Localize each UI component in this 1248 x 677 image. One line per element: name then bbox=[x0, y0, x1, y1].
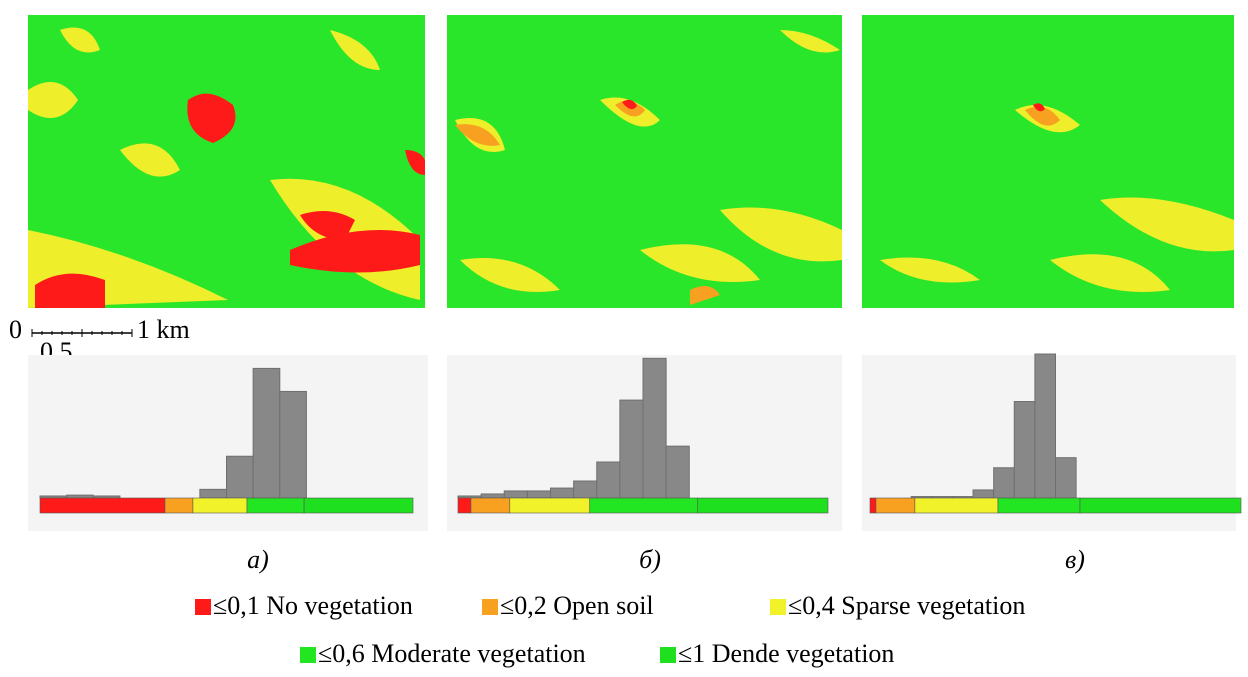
histogram-bar bbox=[66, 494, 94, 499]
histograms: а) б) в) bbox=[28, 353, 1242, 574]
map-b bbox=[447, 15, 842, 308]
histogram-bar bbox=[665, 445, 690, 499]
class-strip-segment bbox=[997, 497, 1081, 514]
histogram-bar bbox=[279, 390, 307, 499]
histogram-bar bbox=[596, 461, 621, 499]
class-strip-segment bbox=[509, 497, 591, 514]
class-strip-segment bbox=[869, 497, 877, 514]
class-strip-segment bbox=[697, 497, 829, 514]
class-strip-segment bbox=[39, 497, 166, 514]
legend: ≤0,1 No vegetation ≤0,2 Open soil ≤0,4 Spa… bbox=[195, 591, 1025, 668]
histogram-bar bbox=[92, 495, 121, 499]
histogram-bar bbox=[39, 495, 68, 499]
histogram-bar bbox=[972, 489, 995, 499]
histogram-bar bbox=[619, 399, 644, 499]
histogram-bar bbox=[226, 455, 254, 499]
histogram-bar bbox=[199, 488, 228, 499]
histogram-bar bbox=[993, 467, 1015, 499]
class-strip-segment bbox=[470, 497, 511, 514]
histogram-bar bbox=[1055, 457, 1077, 499]
legend-swatch bbox=[660, 647, 676, 663]
map-c bbox=[862, 15, 1234, 308]
legend-swatch bbox=[300, 647, 316, 663]
legend-swatch bbox=[482, 599, 498, 615]
class-strip-segment bbox=[164, 497, 194, 514]
panel-caption: б) bbox=[639, 545, 661, 574]
class-strip-segment bbox=[246, 497, 305, 514]
histogram-bar bbox=[550, 487, 575, 499]
legend-label: ≤1 Dende vegetation bbox=[678, 639, 894, 668]
class-strip-segment bbox=[303, 497, 414, 514]
scale-bar: 0 1 km 0,5 bbox=[9, 315, 190, 366]
panel-caption: в) bbox=[1065, 545, 1085, 574]
legend-label: ≤0,6 Moderate vegetation bbox=[318, 639, 586, 668]
legend-swatch bbox=[195, 599, 211, 615]
legend-label: ≤0,4 Sparse vegetation bbox=[788, 591, 1025, 620]
histogram-bar bbox=[642, 357, 667, 499]
class-strip-segment bbox=[1079, 497, 1242, 514]
class-strip-segment bbox=[875, 497, 916, 514]
histogram-bar bbox=[480, 493, 505, 499]
class-strip-segment bbox=[589, 497, 699, 514]
panel-caption: а) bbox=[247, 545, 269, 574]
histogram-bar bbox=[1034, 353, 1057, 499]
legend-label: ≤0,2 Open soil bbox=[500, 591, 654, 620]
histogram-bar bbox=[252, 367, 281, 499]
class-strip-segment bbox=[914, 497, 999, 514]
scale-start: 0 bbox=[9, 315, 22, 344]
legend-swatch bbox=[770, 599, 786, 615]
histogram-bar bbox=[526, 490, 551, 499]
map-a bbox=[28, 15, 425, 308]
class-strip-segment bbox=[457, 497, 472, 514]
histogram-bar bbox=[503, 490, 528, 499]
histogram-bar bbox=[573, 480, 598, 499]
histogram-bar bbox=[457, 495, 482, 499]
class-strip-segment bbox=[192, 497, 248, 514]
histogram-bar bbox=[1013, 401, 1036, 499]
scale-end: 1 km bbox=[137, 315, 190, 344]
legend-label: ≤0,1 No vegetation bbox=[213, 591, 413, 620]
